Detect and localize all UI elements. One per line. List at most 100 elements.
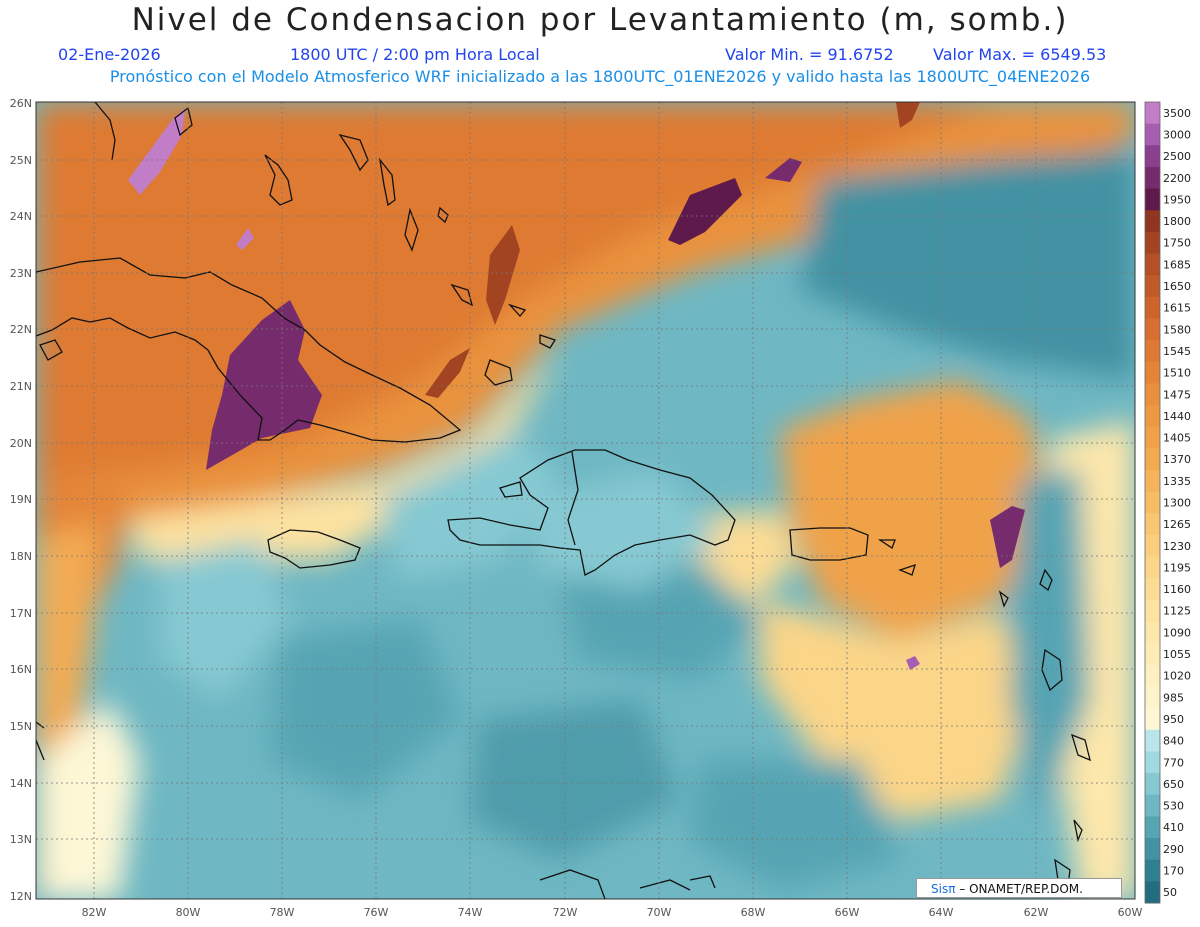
- colorbar-label: 170: [1163, 865, 1184, 878]
- colorbar-label: 1405: [1163, 432, 1191, 445]
- colorbar-swatch: [1145, 253, 1160, 276]
- colorbar-swatch: [1145, 534, 1160, 558]
- lat-label: 25N: [10, 154, 32, 167]
- colorbar-swatch: [1145, 794, 1160, 817]
- colorbar-label: 1440: [1163, 410, 1191, 423]
- colorbar-swatch: [1145, 643, 1160, 666]
- colorbar: 3500 3000 2500 2200 1950 1800 1750 1685 1650 1615…: [1144, 101, 1191, 904]
- longitude-labels: 82W 80W 78W 76W 74W 72W 70W 68W 66W 64W …: [82, 906, 1143, 919]
- credit-box: Sisπ – ONAMET/REP.DOM.: [916, 878, 1122, 898]
- colorbar-label: 3000: [1163, 128, 1191, 141]
- colorbar-swatch: [1145, 621, 1160, 644]
- colorbar-label: 1370: [1163, 453, 1191, 466]
- colorbar-label: 1800: [1163, 215, 1191, 228]
- latitude-labels: 26N 25N 24N 23N 22N 21N 20N 19N 18N 17N …: [10, 97, 32, 903]
- chart-title: Nivel de Condensacion por Levantamiento …: [131, 2, 1069, 38]
- lon-label: 78W: [270, 906, 295, 919]
- lat-label: 21N: [10, 380, 32, 393]
- forecast-date: 02-Ene-2026: [58, 45, 161, 64]
- colorbar-label: 1950: [1163, 193, 1191, 206]
- lon-label: 70W: [647, 906, 672, 919]
- colorbar-swatch: [1145, 599, 1160, 623]
- colorbar-swatch: [1145, 686, 1160, 709]
- colorbar-swatch: [1145, 664, 1160, 688]
- lon-label: 60W: [1118, 906, 1143, 919]
- colorbar-swatch: [1145, 361, 1160, 384]
- colorbar-swatch: [1145, 881, 1160, 904]
- coastlines: [36, 102, 1091, 899]
- lat-label: 22N: [10, 323, 32, 336]
- colorbar-label: 3500: [1163, 107, 1191, 120]
- colorbar-swatch: [1145, 859, 1160, 882]
- colorbar-label: 1195: [1163, 561, 1191, 574]
- colorbar-swatch: [1145, 383, 1160, 406]
- colorbar-label: 2500: [1163, 150, 1191, 163]
- colorbar-label: 770: [1163, 756, 1184, 769]
- sispi-logo-text: Sisπ: [931, 882, 956, 896]
- colorbar-swatch: [1145, 513, 1160, 536]
- colorbar-label: 410: [1163, 821, 1184, 834]
- credit-text: – ONAMET/REP.DOM.: [959, 882, 1083, 896]
- colorbar-swatch: [1145, 751, 1160, 774]
- colorbar-label: 1685: [1163, 258, 1191, 271]
- colorbar-label: 1510: [1163, 367, 1191, 380]
- lon-label: 62W: [1024, 906, 1049, 919]
- lat-label: 19N: [10, 493, 32, 506]
- colorbar-swatch: [1145, 556, 1160, 579]
- colorbar-swatch: [1145, 102, 1160, 125]
- colorbar-swatch: [1145, 405, 1160, 428]
- colorbar-label: 1545: [1163, 345, 1191, 358]
- colorbar-swatch: [1145, 340, 1160, 363]
- colorbar-swatch: [1145, 188, 1160, 211]
- max-value: Valor Max. = 6549.53: [933, 45, 1107, 64]
- colorbar-label: 650: [1163, 778, 1184, 791]
- colorbar-frame: [1144, 101, 1161, 904]
- colorbar-swatch: [1145, 838, 1160, 861]
- colorbar-label: 1580: [1163, 323, 1191, 336]
- colorbar-swatch: [1145, 448, 1160, 471]
- colorbar-swatch: [1145, 296, 1160, 319]
- colorbar-label: 1650: [1163, 280, 1191, 293]
- lat-label: 26N: [10, 97, 32, 110]
- colorbar-swatch: [1145, 491, 1160, 514]
- colorbar-swatch: [1145, 708, 1160, 731]
- model-info: Pronóstico con el Modelo Atmosferico WRF…: [109, 67, 1091, 86]
- colorbar-swatch: [1145, 426, 1160, 449]
- lon-label: 76W: [364, 906, 389, 919]
- colorbar-swatch: [1145, 275, 1160, 298]
- graticule: [36, 102, 1135, 899]
- lat-label: 24N: [10, 210, 32, 223]
- lon-label: 64W: [929, 906, 954, 919]
- colorbar-label: 1090: [1163, 626, 1191, 639]
- lon-label: 66W: [835, 906, 860, 919]
- lon-label: 74W: [458, 906, 483, 919]
- colorbar-label: 1125: [1163, 605, 1191, 618]
- colorbar-label: 1020: [1163, 670, 1191, 683]
- map-frame: [35, 101, 1136, 900]
- forecast-time: 1800 UTC / 2:00 pm Hora Local: [290, 45, 540, 64]
- colorbar-swatch: [1145, 578, 1160, 601]
- lat-label: 15N: [10, 720, 32, 733]
- colorbar-label: 1475: [1163, 388, 1191, 401]
- colorbar-label: 530: [1163, 800, 1184, 813]
- colorbar-label: 985: [1163, 691, 1184, 704]
- lat-label: 17N: [10, 607, 32, 620]
- lat-label: 13N: [10, 833, 32, 846]
- min-value: Valor Min. = 91.6752: [725, 45, 894, 64]
- colorbar-swatch: [1145, 210, 1160, 233]
- colorbar-swatch: [1145, 729, 1160, 752]
- lat-label: 18N: [10, 550, 32, 563]
- colorbar-swatch: [1145, 470, 1160, 493]
- lon-label: 82W: [82, 906, 107, 919]
- lat-label: 16N: [10, 663, 32, 676]
- colorbar-label: 1230: [1163, 540, 1191, 553]
- colorbar-label: 1160: [1163, 583, 1191, 596]
- colorbar-label: 1300: [1163, 497, 1191, 510]
- colorbar-label: 50: [1163, 886, 1177, 899]
- colorbar-label: 1615: [1163, 302, 1191, 315]
- lon-label: 68W: [741, 906, 766, 919]
- lat-label: 23N: [10, 267, 32, 280]
- lat-label: 12N: [10, 890, 32, 903]
- colorbar-label: 290: [1163, 843, 1184, 856]
